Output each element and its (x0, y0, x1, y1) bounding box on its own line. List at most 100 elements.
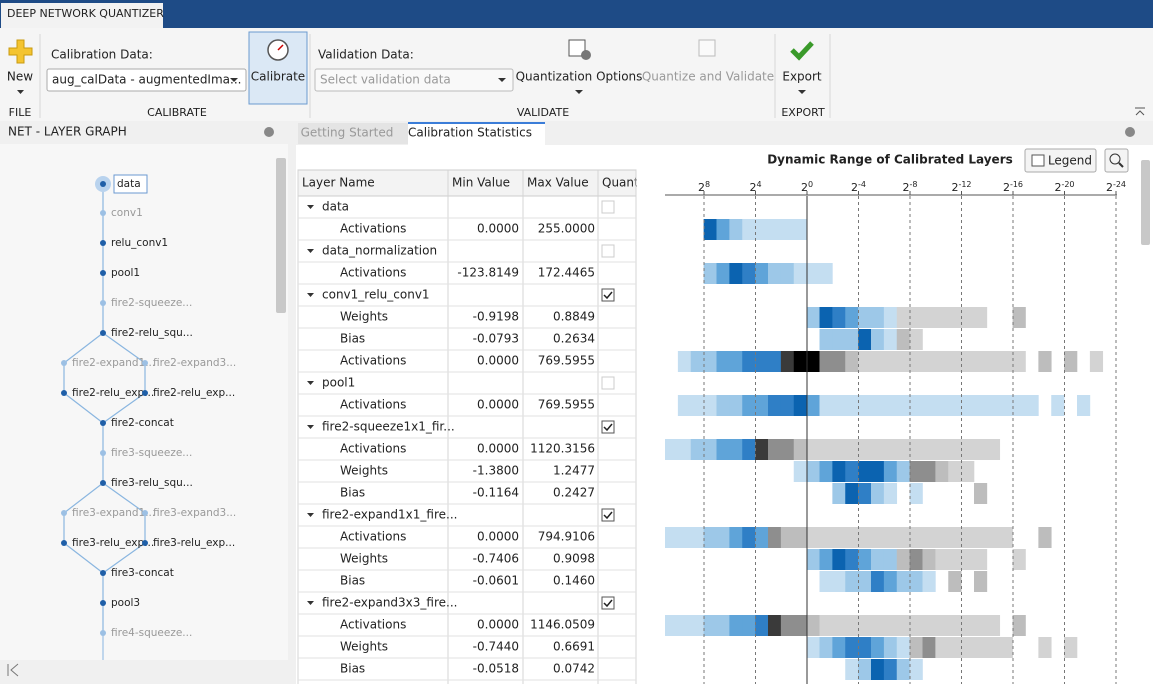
range-cell (948, 615, 962, 636)
graph-node[interactable] (100, 300, 106, 306)
range-cell (1064, 351, 1078, 372)
range-cell (1064, 637, 1078, 658)
range-cell (1089, 351, 1104, 372)
export-button[interactable]: Export (782, 41, 822, 94)
range-cell (703, 395, 717, 416)
graph-node[interactable] (100, 570, 106, 576)
tick-label: 2-12 (951, 180, 971, 195)
range-cell (729, 263, 743, 284)
graph-node[interactable] (142, 360, 148, 366)
tick-label: 2-24 (1106, 180, 1126, 195)
max-value: 0.6691 (553, 640, 595, 654)
range-cell (1038, 351, 1052, 372)
graph-node[interactable] (61, 510, 67, 516)
range-cell (793, 395, 807, 416)
expander[interactable] (307, 425, 314, 429)
range-cell (755, 219, 769, 240)
graph-node[interactable] (100, 240, 106, 246)
panel-menu[interactable] (264, 127, 274, 137)
range-cell (871, 637, 885, 658)
expander[interactable] (307, 249, 314, 253)
graph-node[interactable] (100, 330, 106, 336)
range-cell (986, 615, 1001, 636)
min-value: 0.0000 (477, 618, 519, 632)
graph-node[interactable] (61, 360, 67, 366)
new-button[interactable]: New (7, 39, 33, 94)
min-value: -0.9198 (473, 310, 519, 324)
range-cell (871, 571, 885, 592)
expander[interactable] (307, 293, 314, 297)
expander[interactable] (307, 601, 314, 605)
expander[interactable] (307, 205, 314, 209)
range-cell (961, 637, 975, 658)
range-cell (690, 527, 704, 548)
range-cell (768, 527, 782, 548)
graph-edge (102, 392, 146, 424)
graph-node[interactable] (100, 600, 106, 606)
graph-node[interactable] (142, 510, 148, 516)
column-header: Max Value (527, 176, 589, 190)
graph-node[interactable] (61, 540, 67, 546)
range-cell (793, 461, 807, 482)
tick-label: 28 (698, 180, 710, 195)
range-cell (703, 615, 717, 636)
quantize-checkbox[interactable] (601, 244, 615, 258)
graph-node[interactable] (142, 540, 148, 546)
quantization-options-button[interactable]: Quantization Options (516, 39, 643, 94)
quantize-checkbox[interactable] (601, 376, 615, 390)
graph-node[interactable] (100, 630, 106, 636)
range-cell (780, 395, 795, 416)
range-cell (883, 395, 898, 416)
graph-node[interactable] (100, 270, 106, 276)
graph-node[interactable] (100, 210, 106, 216)
validation-dropdown[interactable] (314, 68, 514, 92)
graph-node[interactable] (100, 181, 106, 187)
collapse-toolstrip[interactable] (1135, 107, 1145, 116)
range-cell (716, 527, 730, 548)
tick-label: 20 (801, 180, 813, 195)
range-cell (729, 351, 743, 372)
range-cell (1038, 527, 1052, 548)
range-cell (806, 351, 820, 372)
range-cell (806, 637, 820, 658)
range-cell (806, 263, 820, 284)
param-name: Activations (340, 222, 406, 236)
quantize-checkbox[interactable] (601, 420, 615, 434)
graph-node[interactable] (142, 390, 148, 396)
range-cell (703, 263, 717, 284)
doc-tab[interactable] (298, 123, 408, 144)
max-value: 769.5955 (538, 398, 595, 412)
range-cell (922, 549, 936, 570)
graph-node[interactable] (100, 480, 106, 486)
layer-name: fire2-expand1x1_fire... (322, 508, 457, 522)
quantize-checkbox[interactable] (601, 200, 615, 214)
quantize-checkbox[interactable] (601, 288, 615, 302)
range-cell (999, 637, 1013, 658)
doc-tab-active[interactable] (408, 122, 545, 145)
param-name: Weights (340, 552, 388, 566)
param-name: Weights (340, 640, 388, 654)
doc-menu[interactable] (1125, 127, 1135, 137)
min-value: -0.7406 (473, 552, 519, 566)
expander[interactable] (307, 513, 314, 517)
param-name: Activations (340, 530, 406, 544)
checkmark (603, 291, 613, 300)
node-label: relu_conv1 (111, 237, 168, 249)
graph-node[interactable] (100, 420, 106, 426)
scrollbar[interactable] (1141, 160, 1150, 245)
range-cell (755, 439, 769, 460)
range-cell (806, 395, 820, 416)
app-tab[interactable] (1, 3, 163, 28)
range-cell (819, 615, 833, 636)
panel-footer (0, 660, 288, 684)
zoom-button[interactable] (1104, 148, 1129, 173)
scrollbar[interactable] (276, 158, 286, 313)
graph-node[interactable] (61, 390, 67, 396)
quantize-checkbox[interactable] (601, 596, 615, 610)
graph-node[interactable] (100, 450, 106, 456)
expander[interactable] (307, 381, 314, 385)
range-cell (819, 329, 833, 350)
range-cell (909, 637, 923, 658)
quantize-checkbox[interactable] (601, 508, 615, 522)
calibration-dropdown[interactable] (46, 68, 247, 92)
